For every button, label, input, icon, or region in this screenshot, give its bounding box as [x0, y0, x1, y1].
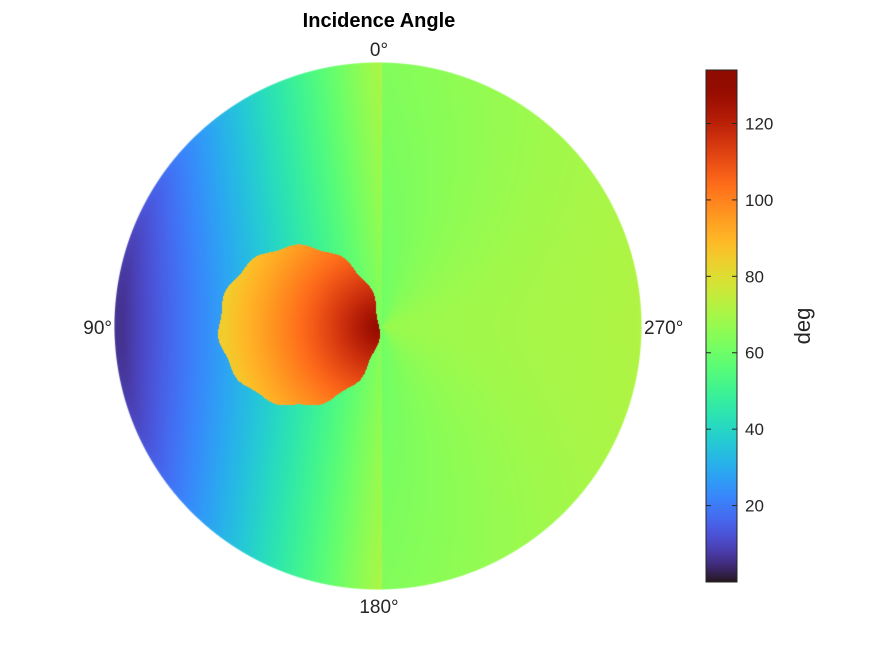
angle-label-270: 270°	[644, 318, 683, 339]
chart-title: Incidence Angle	[303, 10, 456, 32]
colorbar-tick-label: 40	[745, 420, 764, 439]
polar-plot	[114, 62, 642, 590]
colorbar-gradient	[706, 70, 737, 582]
colorbar-ticks: 20 40 60 80 100 120	[706, 114, 773, 516]
colorbar-frame	[705, 69, 738, 583]
angle-label-90: 90°	[83, 318, 112, 339]
colorbar: 20 40 60 80 100 120 deg	[705, 69, 815, 583]
polar-heatmap	[114, 62, 642, 590]
colorbar-tick-label: 120	[745, 114, 773, 133]
colorbar-label: deg	[790, 308, 815, 345]
colorbar-tick-label: 20	[745, 497, 764, 516]
angle-label-0: 0°	[370, 40, 388, 61]
colorbar-tick-label: 80	[745, 267, 764, 286]
angle-label-180: 180°	[359, 597, 398, 618]
colorbar-tick-label: 60	[745, 344, 764, 363]
colorbar-tick-label: 100	[745, 191, 773, 210]
